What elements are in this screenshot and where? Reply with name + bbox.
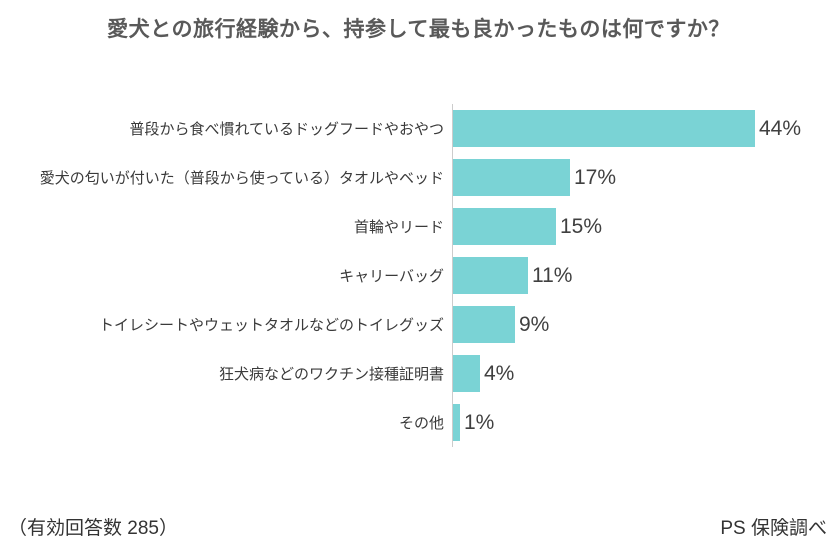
category-label: 普段から食べ慣れているドッグフードやおやつ <box>129 121 444 138</box>
bar-area: 9% <box>452 300 837 349</box>
value-label: 1% <box>464 410 495 434</box>
source-credit: PS 保険調べ <box>720 518 827 539</box>
chart-row: 普段から食べ慣れているドッグフードやおやつ 44% <box>0 104 837 153</box>
value-label: 15% <box>560 214 603 238</box>
bar <box>453 404 460 441</box>
chart-row: その他 1% <box>0 398 837 447</box>
chart-row: キャリーバッグ 11% <box>0 251 837 300</box>
bar-area: 1% <box>452 398 837 447</box>
bar <box>453 159 570 196</box>
value-label: 11% <box>532 263 573 287</box>
bar-area: 11% <box>452 251 837 300</box>
bar <box>453 208 556 245</box>
bar-chart: 普段から食べ慣れているドッグフードやおやつ 44% 愛犬の匂いが付いた（普段から使っ… <box>0 104 837 447</box>
bar-area: 17% <box>452 153 837 202</box>
chart-rows: 普段から食べ慣れているドッグフードやおやつ 44% 愛犬の匂いが付いた（普段から使っ… <box>0 104 837 447</box>
value-label: 44% <box>759 116 802 140</box>
chart-row: 首輪やリード 15% <box>0 202 837 251</box>
bar <box>453 306 515 343</box>
category-label: キャリーバッグ <box>339 268 444 285</box>
category-label: 首輪やリード <box>353 219 444 236</box>
bar <box>453 257 528 294</box>
bar-area: 44% <box>452 104 837 153</box>
bar <box>453 355 480 392</box>
category-label: トイレシートやウェットタオルなどのトイレグッズ <box>98 317 444 334</box>
valid-responses-note: （有効回答数 285） <box>8 518 178 539</box>
value-label: 4% <box>484 361 515 385</box>
category-label: その他 <box>398 415 444 432</box>
chart-row: 狂犬病などのワクチン接種証明書 4% <box>0 349 837 398</box>
category-label: 愛犬の匂いが付いた（普段から使っている）タオルやベッド <box>39 170 444 187</box>
value-label: 17% <box>574 165 617 189</box>
chart-row: トイレシートやウェットタオルなどのトイレグッズ 9% <box>0 300 837 349</box>
bar <box>453 110 755 147</box>
bar-area: 15% <box>452 202 837 251</box>
chart-title: 愛犬との旅行経験から、持参して最も良かったものは何ですか？ <box>107 18 730 41</box>
value-label: 9% <box>519 312 550 336</box>
bar-area: 4% <box>452 349 837 398</box>
chart-row: 愛犬の匂いが付いた（普段から使っている）タオルやベッド 17% <box>0 153 837 202</box>
category-label: 狂犬病などのワクチン接種証明書 <box>218 366 444 383</box>
